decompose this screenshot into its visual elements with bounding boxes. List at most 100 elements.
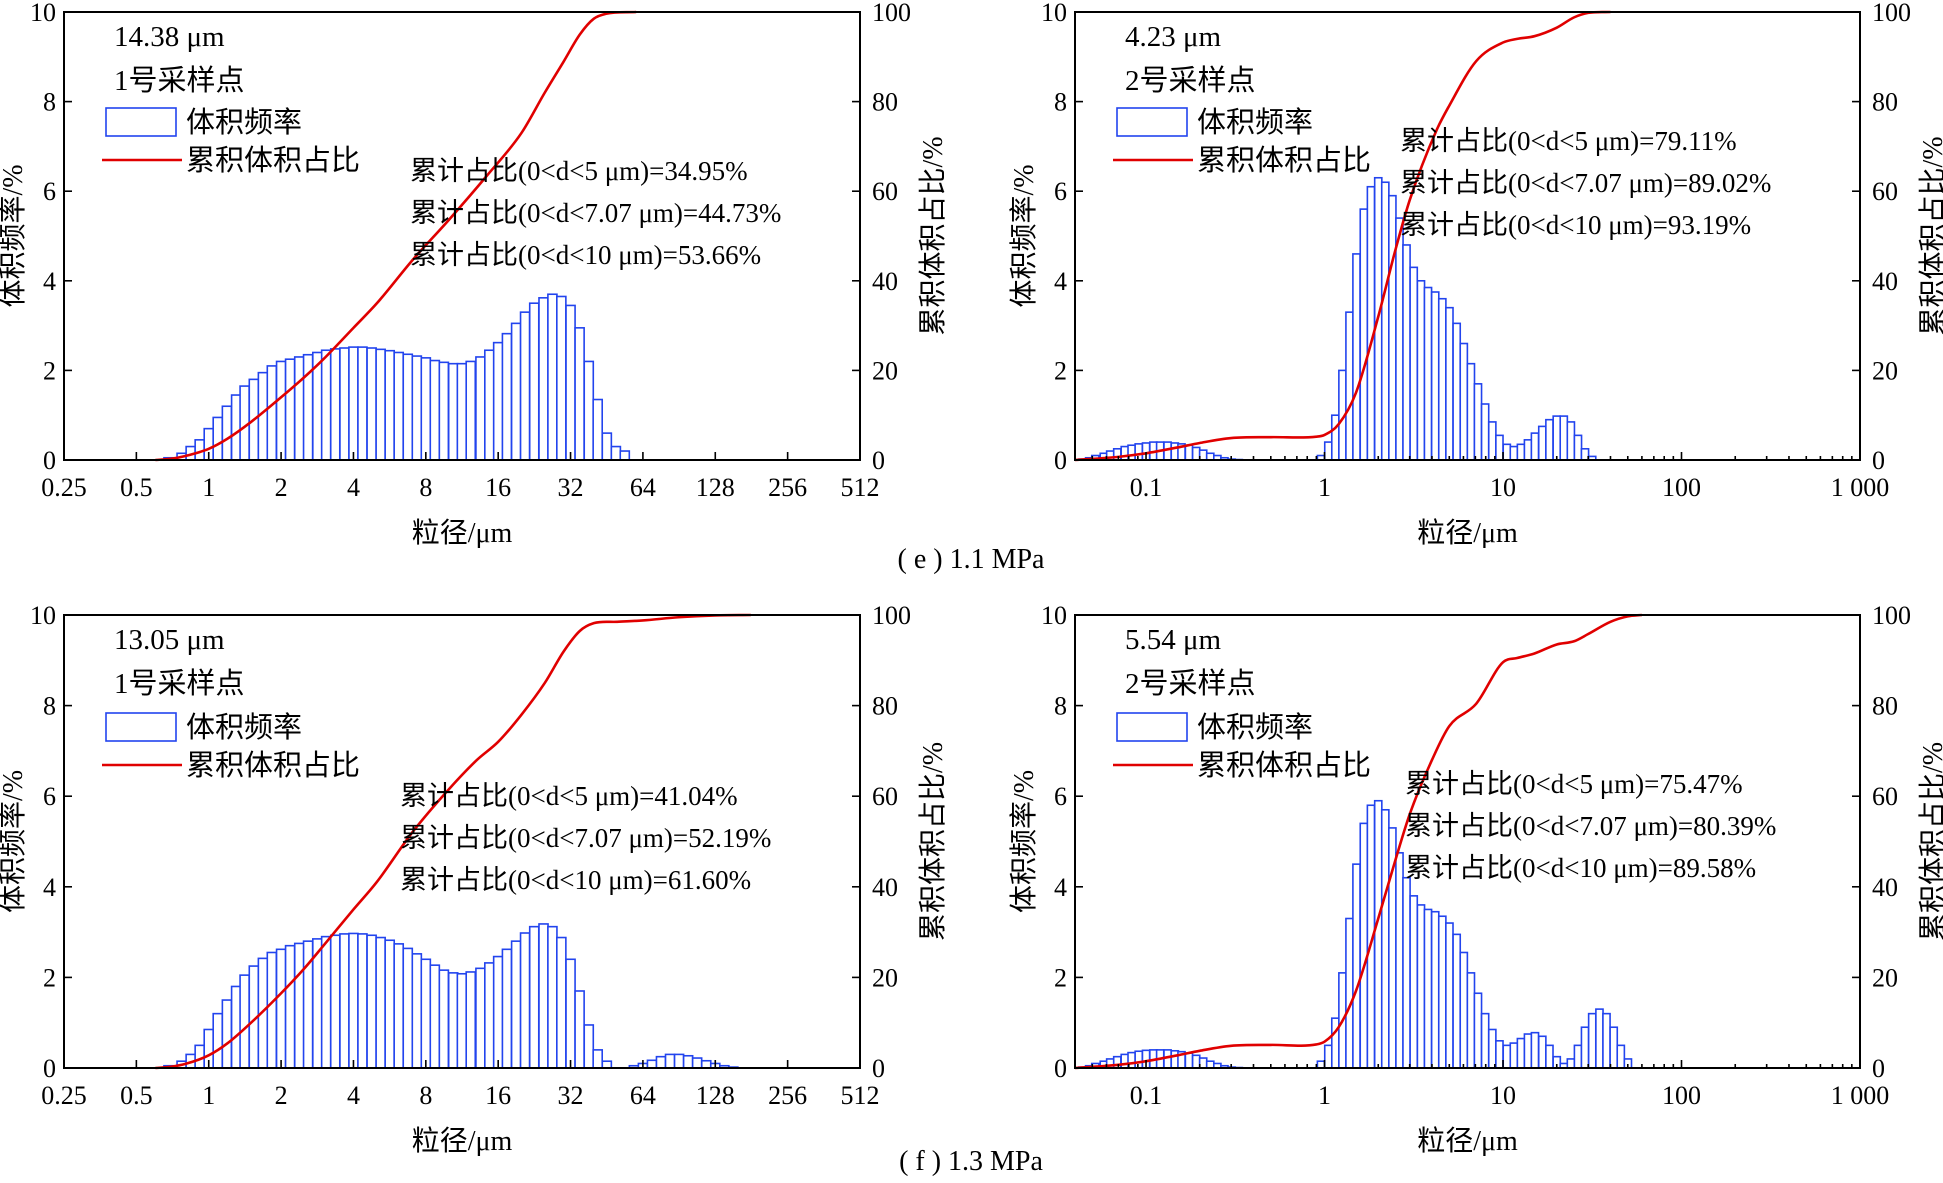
y-tick-label: 4 <box>43 873 56 902</box>
frequency-bar <box>501 332 513 461</box>
frequency-bar <box>348 346 359 461</box>
y2-tick-label: 100 <box>1872 601 1911 630</box>
y-tick-label: 10 <box>30 0 56 27</box>
frequency-bar <box>484 349 495 461</box>
frequency-bar <box>538 297 549 461</box>
frequency-bar <box>1191 446 1201 461</box>
y-tick-label: 4 <box>43 267 56 296</box>
frequency-bar <box>1523 439 1533 461</box>
frequency-bar <box>1545 1044 1554 1069</box>
frequency-bar <box>1559 415 1569 461</box>
x-tick-label: 128 <box>696 473 735 502</box>
cumulative-annotation: 累计占比(0<d<5 μm)=79.11% <box>1400 126 1737 156</box>
frequency-bar <box>1473 992 1483 1069</box>
cumulative-annotation: 累计占比(0<d<5 μm)=75.47% <box>1405 769 1743 799</box>
mode-label: 14.38 μm <box>114 21 225 53</box>
legend-bars-label: 体积频率 <box>186 106 302 139</box>
frequency-bar <box>1480 1012 1490 1069</box>
frequency-bar <box>221 999 233 1069</box>
frequency-bar <box>1530 432 1540 461</box>
frequency-bar <box>1523 1033 1533 1069</box>
frequency-bar <box>592 1049 604 1069</box>
y-tick-label: 4 <box>1054 873 1067 902</box>
frequency-bar <box>1205 452 1215 461</box>
y2-tick-label: 40 <box>872 873 898 902</box>
y-tick-label: 8 <box>1054 692 1067 721</box>
y2-tick-label: 60 <box>872 177 898 206</box>
frequency-bar <box>1345 311 1354 461</box>
y2-tick-label: 40 <box>872 267 898 296</box>
frequency-bar <box>393 943 405 1069</box>
cumulative-annotation: 累计占比(0<d<7.07 μm)=80.39% <box>1405 811 1776 841</box>
y2-tick-label: 0 <box>872 446 885 475</box>
frequency-bar <box>1495 434 1504 461</box>
y-tick-label: 10 <box>30 601 56 630</box>
frequency-bar <box>601 1060 613 1069</box>
x-tick-label: 0.1 <box>1130 1081 1163 1110</box>
x-tick-label: 0.1 <box>1130 473 1163 502</box>
frequency-bar <box>1537 1035 1547 1069</box>
frequency-bar <box>402 353 414 461</box>
frequency-bar <box>484 962 495 1069</box>
y2-axis-title: 累积体积占比/% <box>1917 742 1943 941</box>
frequency-bar <box>1452 933 1462 1069</box>
x-tick-label: 512 <box>841 473 880 502</box>
frequency-bar <box>510 940 522 1069</box>
frequency-bar <box>1330 414 1340 461</box>
frequency-bar <box>1359 822 1369 1069</box>
frequency-bar <box>402 947 414 1069</box>
frequency-bar <box>1566 1058 1576 1069</box>
x-tick-label: 2 <box>275 1081 288 1110</box>
frequency-bar <box>1487 421 1497 461</box>
frequency-bar <box>1184 1052 1194 1069</box>
y-tick-label: 8 <box>43 88 56 117</box>
y-tick-label: 6 <box>1054 782 1067 811</box>
x-tick-label: 0.5 <box>120 1081 153 1110</box>
x-tick-label: 1 <box>1318 1081 1331 1110</box>
y-tick-label: 6 <box>1054 177 1067 206</box>
x-axis-title: 粒径/μm <box>1417 517 1518 549</box>
y2-tick-label: 20 <box>1872 963 1898 992</box>
legend-bar-swatch <box>1116 107 1188 137</box>
frequency-bar <box>293 942 305 1069</box>
x-axis-title: 粒径/μm <box>412 517 513 549</box>
frequency-bar <box>456 362 468 461</box>
legend-curve-label: 累积体积占比 <box>186 749 360 782</box>
y2-tick-label: 100 <box>1872 0 1911 27</box>
y-tick-label: 8 <box>1054 88 1067 117</box>
y-tick-label: 4 <box>1054 267 1067 296</box>
frequency-bar <box>664 1053 676 1069</box>
frequency-bar <box>1459 951 1469 1069</box>
frequency-bar <box>1388 194 1397 461</box>
plot-frame <box>1074 614 1861 1069</box>
y-tick-label: 0 <box>43 446 56 475</box>
frequency-bar <box>438 969 450 1069</box>
frequency-bar <box>1509 445 1519 461</box>
y-tick-label: 2 <box>43 963 56 992</box>
frequency-bar <box>1134 1050 1144 1069</box>
frequency-bar <box>528 925 540 1069</box>
frequency-bar <box>465 971 477 1069</box>
frequency-bar <box>1437 297 1447 461</box>
frequency-bar <box>1566 421 1576 461</box>
frequency-bar <box>556 295 567 461</box>
plot-frame <box>1074 11 1861 461</box>
frequency-bar <box>1373 799 1383 1069</box>
y2-tick-label: 0 <box>1872 1054 1885 1083</box>
y2-tick-label: 40 <box>1872 267 1898 296</box>
frequency-bar <box>1502 443 1512 461</box>
frequency-bar <box>411 355 423 461</box>
frequency-bar <box>565 304 576 461</box>
frequency-bar <box>384 939 396 1069</box>
frequency-bar <box>583 1024 595 1069</box>
frequency-bar <box>475 356 486 461</box>
frequency-bar <box>1530 1031 1540 1069</box>
frequency-bar <box>1430 291 1440 461</box>
frequency-bar <box>429 359 441 461</box>
y2-tick-label: 80 <box>1872 88 1898 117</box>
frequency-bar <box>456 972 468 1069</box>
frequency-bar <box>592 398 604 461</box>
